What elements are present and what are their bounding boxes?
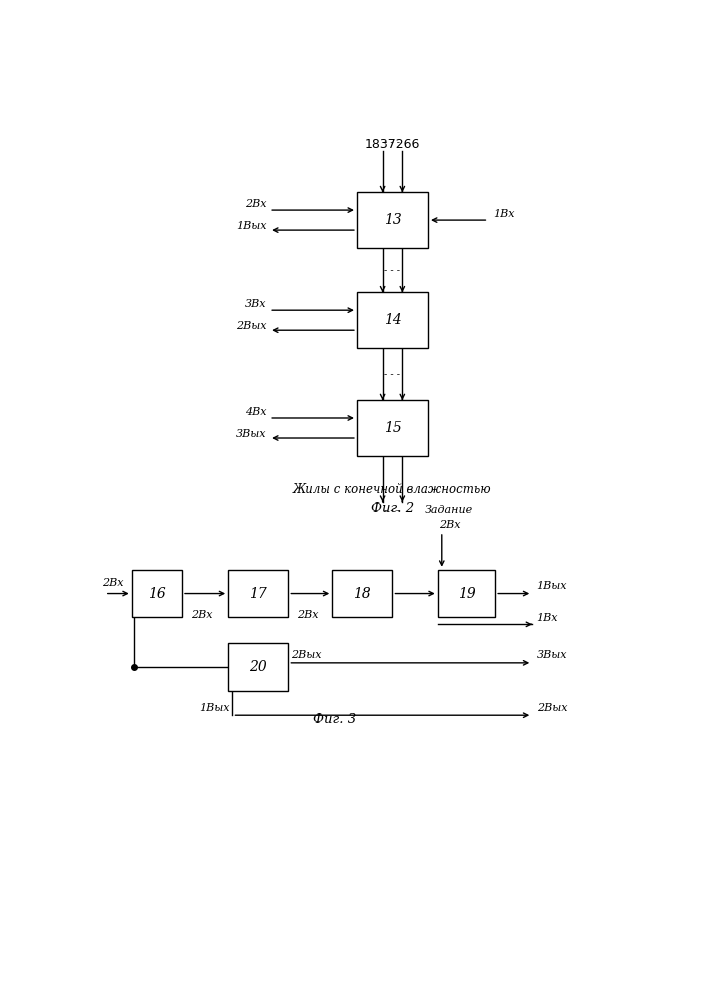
Text: 16: 16: [148, 587, 165, 601]
Text: Задание: Задание: [426, 505, 474, 515]
Text: 2Вых: 2Вых: [291, 650, 322, 660]
Text: 2Вх: 2Вх: [102, 578, 124, 588]
FancyBboxPatch shape: [132, 570, 182, 617]
Text: 2Вых: 2Вых: [236, 321, 267, 331]
Text: - - -: - - -: [385, 370, 400, 379]
Text: 3Вых: 3Вых: [236, 429, 267, 439]
FancyBboxPatch shape: [357, 400, 428, 456]
Text: Жилы с конечной влажностью: Жилы с конечной влажностью: [293, 483, 492, 496]
Text: - - -: - - -: [385, 138, 400, 147]
FancyBboxPatch shape: [357, 192, 428, 248]
FancyBboxPatch shape: [357, 292, 428, 348]
Text: 1Вых: 1Вых: [537, 581, 567, 591]
FancyBboxPatch shape: [332, 570, 392, 617]
Text: 2Вх: 2Вх: [439, 520, 460, 530]
Text: Фиг. 3: Фиг. 3: [313, 713, 356, 726]
Text: 2Вх: 2Вх: [245, 199, 267, 209]
Text: 20: 20: [250, 660, 267, 674]
Text: 1837266: 1837266: [365, 138, 420, 151]
Text: - - -: - - -: [385, 506, 400, 515]
Text: 4Вх: 4Вх: [245, 407, 267, 417]
Text: 19: 19: [457, 587, 475, 601]
FancyBboxPatch shape: [438, 570, 495, 617]
Text: 1Вых: 1Вых: [199, 703, 230, 713]
Text: 1Вых: 1Вых: [236, 221, 267, 231]
Text: 3Вх: 3Вх: [245, 299, 267, 309]
Text: 3Вых: 3Вых: [537, 650, 567, 660]
Text: 1Вх: 1Вх: [493, 209, 514, 219]
Text: 1Вх: 1Вх: [537, 613, 558, 623]
Text: 2Вх: 2Вх: [297, 610, 318, 620]
Text: 14: 14: [384, 313, 402, 327]
Text: 13: 13: [384, 213, 402, 227]
Text: Фиг. 2: Фиг. 2: [371, 502, 414, 515]
Text: 2Вых: 2Вых: [537, 703, 567, 713]
Text: - - -: - - -: [385, 266, 400, 275]
Text: 17: 17: [250, 587, 267, 601]
Text: 2Вх: 2Вх: [192, 610, 213, 620]
FancyBboxPatch shape: [228, 643, 288, 691]
FancyBboxPatch shape: [228, 570, 288, 617]
Text: 15: 15: [384, 421, 402, 435]
Text: 18: 18: [354, 587, 371, 601]
